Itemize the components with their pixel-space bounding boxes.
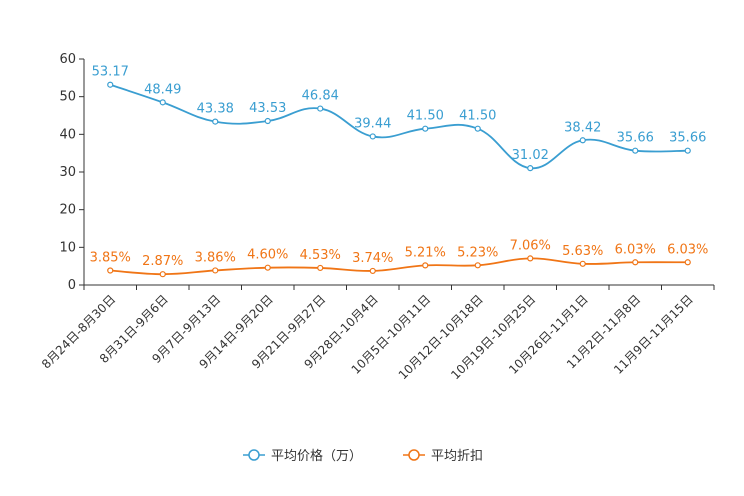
legend-marker-icon (408, 449, 420, 461)
legend-item-1[interactable]: 平均折扣 (403, 449, 483, 464)
data-label-0-2: 43.38 (197, 102, 234, 117)
data-label-1-11: 6.03% (667, 242, 708, 257)
data-point-1-8[interactable] (527, 255, 534, 262)
data-point-0-8[interactable] (527, 165, 534, 172)
data-point-0-3[interactable] (264, 117, 271, 125)
data-point-1-9[interactable] (579, 260, 586, 267)
legend-marker-icon (248, 449, 260, 461)
data-point-0-6[interactable] (422, 125, 429, 132)
x-axis-labels: 8月24日-8月30日8月31日-9月6日9月7日-9月13日9月14日-9月2… (39, 292, 696, 382)
data-label-0-5: 39.44 (354, 116, 391, 131)
data-point-1-4[interactable] (317, 264, 324, 272)
data-label-0-9: 38.42 (564, 120, 601, 135)
series-points (107, 81, 691, 278)
data-label-0-4: 46.84 (302, 89, 339, 104)
series-line-1 (110, 257, 688, 276)
data-point-1-11[interactable] (684, 259, 691, 266)
data-label-1-3: 4.60% (247, 248, 288, 263)
y-tick-label: 20 (59, 203, 76, 218)
data-label-1-2: 3.86% (195, 250, 236, 265)
data-point-1-1[interactable] (159, 271, 166, 278)
data-point-0-9[interactable] (579, 137, 586, 144)
data-point-1-0[interactable] (107, 267, 114, 274)
y-tick-label: 60 (59, 52, 76, 67)
data-label-1-8: 7.06% (510, 238, 551, 253)
data-label-0-0: 53.17 (92, 65, 129, 80)
data-label-0-11: 35.66 (669, 131, 706, 146)
legend-label: 平均价格（万） (271, 448, 362, 464)
y-tick-label: 0 (68, 278, 76, 293)
legend-item-0[interactable]: 平均价格（万） (243, 448, 362, 464)
y-tick-label: 10 (59, 240, 76, 255)
legend-label: 平均折扣 (431, 449, 483, 464)
data-label-1-1: 2.87% (142, 254, 183, 269)
data-point-0-7[interactable] (474, 125, 481, 132)
series-data-labels: 53.17 48.49 43.38 43.53 46.84 39.44 41.50 41.50… (90, 65, 709, 269)
axes (83, 59, 715, 290)
data-point-0-0[interactable] (107, 81, 114, 88)
data-point-1-3[interactable] (264, 264, 271, 271)
data-label-1-4: 4.53% (300, 248, 341, 263)
y-tick-label: 40 (59, 127, 76, 142)
data-label-0-6: 41.50 (407, 109, 444, 124)
data-point-0-5[interactable] (369, 133, 376, 140)
data-label-0-7: 41.50 (459, 109, 496, 124)
data-label-1-9: 5.63% (562, 244, 603, 259)
y-axis-ticks: 0 10 20 30 40 50 60 (59, 52, 84, 293)
data-point-0-10[interactable] (632, 147, 639, 154)
legend: 平均价格（万） 平均折扣 (243, 448, 483, 464)
data-label-1-0: 3.85% (90, 250, 131, 265)
data-label-0-1: 48.49 (144, 82, 181, 97)
data-point-0-4[interactable] (317, 105, 324, 112)
data-label-0-10: 35.66 (617, 131, 654, 146)
y-tick-label: 50 (59, 90, 76, 105)
data-label-1-6: 5.21% (405, 245, 446, 260)
data-point-0-2[interactable] (212, 118, 219, 125)
data-label-1-7: 5.23% (457, 245, 498, 260)
y-tick-label: 30 (59, 165, 76, 180)
data-label-0-3: 43.53 (249, 101, 286, 116)
data-point-1-2[interactable] (212, 267, 219, 274)
data-label-1-10: 6.03% (615, 242, 656, 257)
data-point-1-10[interactable] (632, 259, 639, 266)
data-point-0-11[interactable] (684, 147, 691, 154)
data-point-1-6[interactable] (422, 262, 429, 269)
data-point-1-5[interactable] (369, 267, 376, 275)
data-point-0-1[interactable] (159, 99, 166, 106)
data-point-1-7[interactable] (474, 262, 481, 269)
data-label-0-8: 31.02 (512, 148, 549, 163)
data-label-1-5: 3.74% (352, 251, 393, 266)
